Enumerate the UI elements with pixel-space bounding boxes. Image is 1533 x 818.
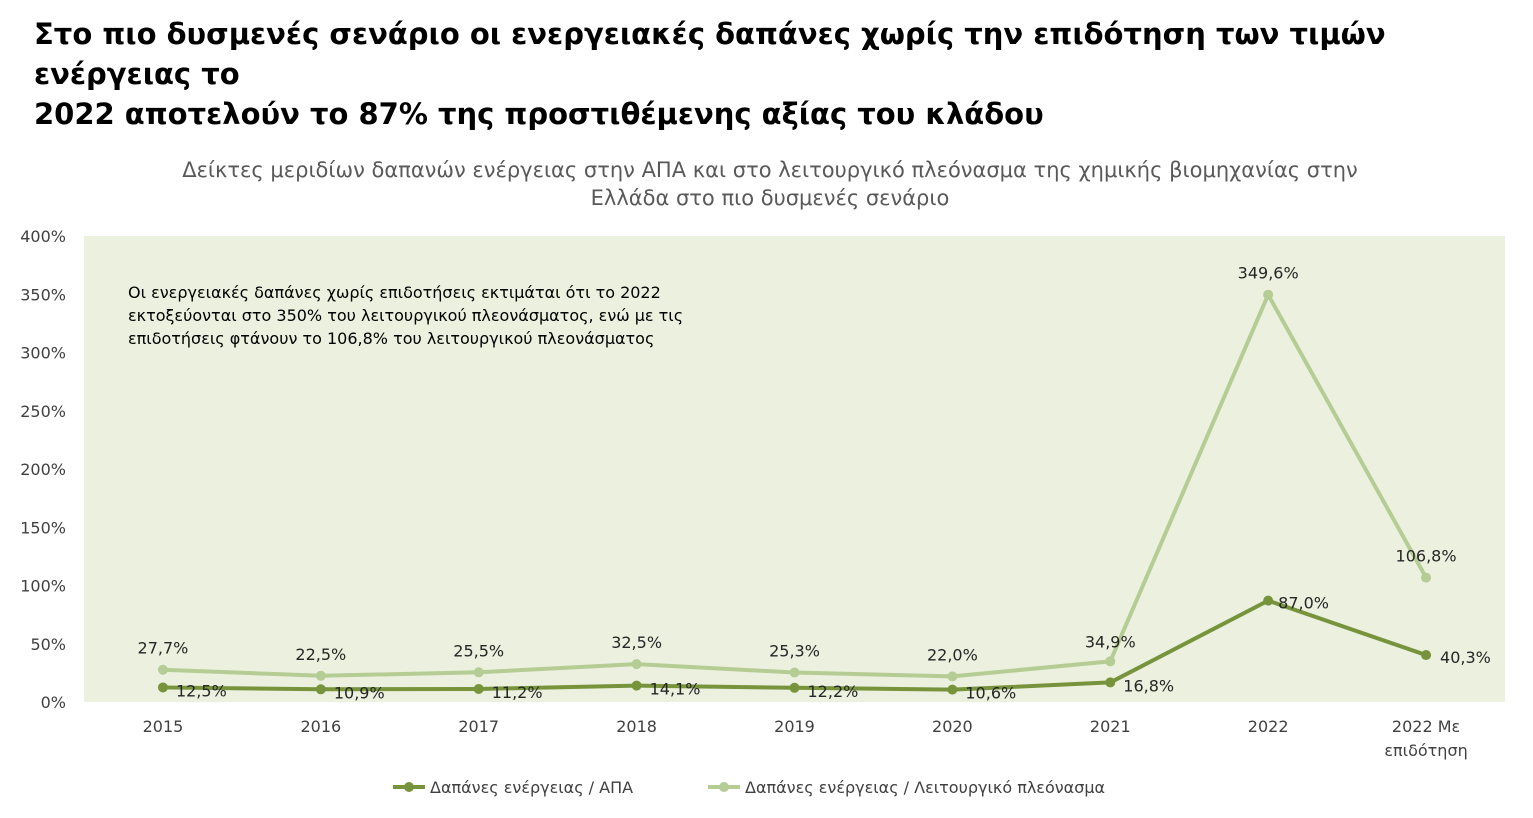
y-tick-label: 0% [41,693,66,712]
x-tick-label-line: 2022 Με [1392,717,1460,736]
data-point [473,683,484,694]
data-point [789,682,800,693]
y-tick-label: 150% [20,518,66,537]
x-tick-label-line: 2021 [1090,717,1131,736]
x-tick-label: 2020 [932,717,973,736]
data-point [1105,656,1116,667]
x-tick-label-line: 2019 [774,717,815,736]
x-tick-label: 2015 [143,717,184,736]
y-tick-label: 250% [20,402,66,421]
data-label: 27,7% [138,639,189,658]
annotation-text-line: εκτοξεύονται στο 350% του λειτουργικού π… [128,306,683,325]
x-tick-label-line: 2015 [143,717,184,736]
data-label: 14,1% [650,680,701,699]
data-label: 10,6% [965,684,1016,703]
data-point [473,667,484,678]
data-label: 40,3% [1440,648,1491,667]
legend-label-1: Δαπάνες ενέργειας / ΑΠΑ [430,778,633,797]
y-tick-label: 50% [30,635,66,654]
data-label: 11,2% [492,683,543,702]
data-label: 22,5% [295,645,346,664]
data-label: 106,8% [1396,547,1457,566]
plot-area [84,236,1505,702]
data-point [631,659,642,670]
legend-marker-1 [404,782,414,792]
x-tick-label-line: 2018 [616,717,657,736]
headline-line-1: Στο πιο δυσμενές σενάριο οι ενεργειακές … [34,17,1386,91]
data-point [1105,677,1116,688]
data-point [315,670,326,681]
x-tick-label-line: 2022 [1248,717,1289,736]
data-point [789,667,800,678]
data-label: 22,0% [927,645,978,664]
y-tick-label: 350% [20,285,66,304]
x-tick-label: 2022 Με επιδότηση [1384,717,1467,760]
x-tick-label: 2021 [1090,717,1131,736]
x-tick-label-line: 2016 [300,717,341,736]
data-label: 34,9% [1085,632,1136,651]
data-label: 12,5% [176,681,227,700]
data-point [631,680,642,691]
x-tick-label-line: 2017 [458,717,499,736]
annotation-text-line: επιδοτήσεις φτάνουν το 106,8% του λειτου… [128,329,654,348]
data-point [315,684,326,695]
x-tick-label-line: επιδότηση [1384,741,1467,760]
data-label: 10,9% [334,683,385,702]
data-label: 87,0% [1278,594,1329,613]
x-tick-label-line: 2020 [932,717,973,736]
chart-title: Δείκτες μεριδίων δαπανών ενέργειας στην … [100,156,1440,212]
legend-label-2: Δαπάνες ενέργειας / Λειτουργικό πλεόνασμ… [745,778,1105,797]
data-point [947,684,958,695]
data-point [157,664,168,675]
y-tick-label: 400% [20,227,66,246]
x-tick-label: 2017 [458,717,499,736]
data-label: 25,5% [453,641,504,660]
data-point [157,682,168,693]
chart-title-line-2: Ελλάδα στο πιο δυσμενές σενάριο [590,186,950,210]
data-point [1421,572,1432,583]
chart-title-line-1: Δείκτες μεριδίων δαπανών ενέργειας στην … [182,158,1358,182]
data-point [947,671,958,682]
data-label: 25,3% [769,642,820,661]
x-tick-label: 2016 [300,717,341,736]
y-tick-label: 100% [20,577,66,596]
headline: Στο πιο δυσμενές σενάριο οι ενεργειακές … [34,14,1524,134]
data-point [1263,595,1274,606]
legend-marker-2 [719,782,729,792]
y-tick-label: 300% [20,344,66,363]
data-label: 32,5% [611,633,662,652]
data-point [1421,650,1432,661]
x-tick-label: 2018 [616,717,657,736]
x-tick-label: 2019 [774,717,815,736]
data-point [1263,289,1274,300]
y-tick-label: 200% [20,460,66,479]
x-tick-label: 2022 [1248,717,1289,736]
annotation-text-line: Οι ενεργειακές δαπάνες χωρίς επιδοτήσεις… [128,283,661,302]
data-label: 16,8% [1123,676,1174,695]
data-label: 349,6% [1238,264,1299,283]
data-label: 12,2% [808,682,859,701]
headline-line-2: 2022 αποτελούν το 87% της προστιθέμενης … [34,97,1044,131]
